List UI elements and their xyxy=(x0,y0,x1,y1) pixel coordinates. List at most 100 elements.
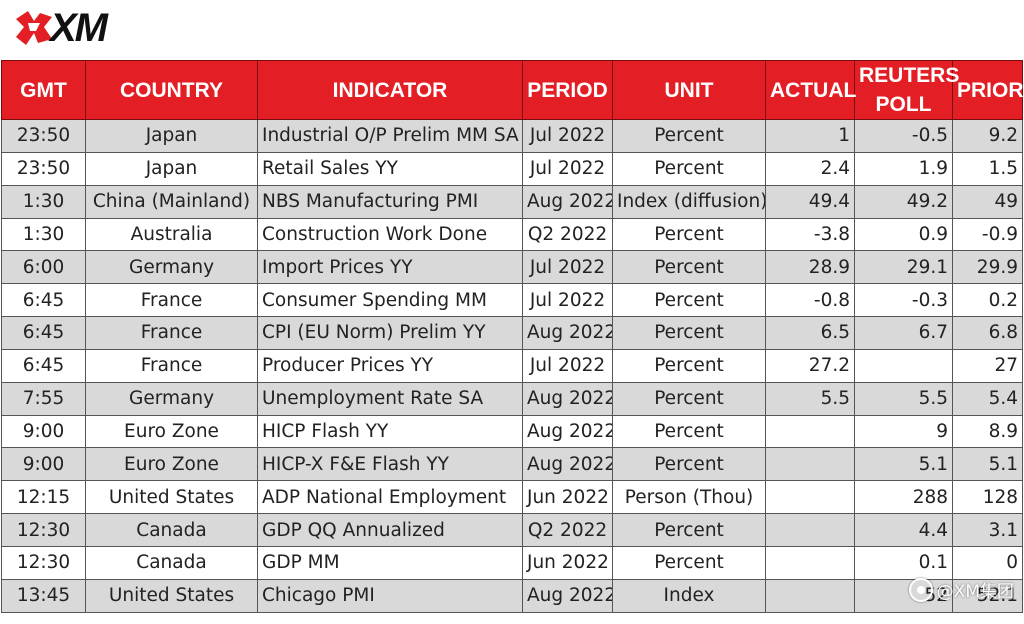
cell-actual: 1 xyxy=(765,119,855,153)
header-unit: UNIT xyxy=(612,60,766,120)
cell-gmt: 1:30 xyxy=(1,217,86,252)
cell-gmt: 12:30 xyxy=(1,513,86,547)
header-period: PERIOD xyxy=(522,60,613,120)
cell-reuters-poll: 288 xyxy=(854,480,953,515)
cell-indicator: ADP National Employment xyxy=(257,480,523,515)
cell-reuters-poll: -0.3 xyxy=(854,283,953,318)
cell-reuters-poll: 29.1 xyxy=(854,250,953,285)
cell-country: Japan xyxy=(85,151,258,186)
cell-prior: 0 xyxy=(952,545,1023,580)
header-indicator: INDICATOR xyxy=(257,60,523,120)
cell-indicator: Import Prices YY xyxy=(257,250,523,285)
cell-indicator: GDP QQ Annualized xyxy=(257,513,523,547)
header-reuters-poll: REUTERS POLL xyxy=(854,60,959,120)
cell-prior: 27 xyxy=(952,348,1023,383)
watermark-text: @XM集团 xyxy=(936,582,1014,602)
table-row: 12:30 Canada GDP QQ Annualized Q2 2022 P… xyxy=(1,513,1023,547)
cell-reuters-poll: 0.1 xyxy=(854,545,953,580)
cell-period: Aug 2022 xyxy=(522,578,613,613)
cell-indicator: Consumer Spending MM xyxy=(257,283,523,318)
cell-indicator: NBS Manufacturing PMI xyxy=(257,184,523,219)
cell-gmt: 23:50 xyxy=(1,119,86,153)
cell-country: Japan xyxy=(85,119,258,153)
cell-actual: 6.5 xyxy=(765,316,855,350)
cell-country: Australia xyxy=(85,217,258,252)
cell-period: Jun 2022 xyxy=(522,480,613,515)
cell-indicator: Retail Sales YY xyxy=(257,151,523,186)
header-gmt: GMT xyxy=(1,60,86,120)
cell-gmt: 6:45 xyxy=(1,348,86,383)
cell-period: Jul 2022 xyxy=(522,348,613,383)
table-row: 6:00 Germany Import Prices YY Jul 2022 P… xyxy=(1,250,1023,285)
cell-period: Jul 2022 xyxy=(522,151,613,186)
cell-indicator: Construction Work Done xyxy=(257,217,523,252)
cell-gmt: 7:55 xyxy=(1,381,86,416)
table-row: 1:30 China (Mainland) NBS Manufacturing … xyxy=(1,184,1023,219)
table-row: 7:55 Germany Unemployment Rate SA Aug 20… xyxy=(1,381,1023,416)
cell-country: United States xyxy=(85,578,258,613)
cell-unit: Percent xyxy=(612,217,766,252)
table-row: 1:30 Australia Construction Work Done Q2… xyxy=(1,217,1023,252)
table-row: 9:00 Euro Zone HICP-X F&E Flash YY Aug 2… xyxy=(1,447,1023,482)
cell-unit: Percent xyxy=(612,316,766,350)
cell-reuters-poll: 9 xyxy=(854,414,953,449)
table-row: 23:50 Japan Retail Sales YY Jul 2022 Per… xyxy=(1,151,1023,186)
xm-logo: XM xyxy=(14,8,108,48)
cell-period: Jul 2022 xyxy=(522,119,613,153)
cell-actual: -0.8 xyxy=(765,283,855,318)
header-actual: ACTUAL xyxy=(765,60,856,120)
cell-indicator: Producer Prices YY xyxy=(257,348,523,383)
cell-period: Aug 2022 xyxy=(522,316,613,350)
xm-logo-mark-icon xyxy=(16,11,52,45)
cell-prior: 49 xyxy=(952,184,1023,219)
cell-country: Euro Zone xyxy=(85,447,258,482)
cell-actual: 2.4 xyxy=(765,151,855,186)
watermark: @XM集团 xyxy=(908,577,1014,602)
cell-period: Aug 2022 xyxy=(522,414,613,449)
cell-period: Aug 2022 xyxy=(522,381,613,416)
cell-gmt: 9:00 xyxy=(1,414,86,449)
cell-prior: 128 xyxy=(952,480,1023,515)
table-header-row: GMT COUNTRY INDICATOR PERIOD UNIT ACTUAL… xyxy=(1,60,1024,120)
table-row: 12:30 Canada GDP MM Jun 2022 Percent 0.1… xyxy=(1,545,1023,580)
cell-unit: Index xyxy=(612,578,766,613)
cell-period: Jun 2022 xyxy=(522,545,613,580)
cell-prior: 6.8 xyxy=(952,316,1023,350)
cell-reuters-poll: -0.5 xyxy=(854,119,953,153)
cell-country: China (Mainland) xyxy=(85,184,258,219)
cell-period: Q2 2022 xyxy=(522,217,613,252)
cell-actual: 49.4 xyxy=(765,184,855,219)
cell-actual: 28.9 xyxy=(765,250,855,285)
cell-reuters-poll: 1.9 xyxy=(854,151,953,186)
cell-unit: Index (diffusion) xyxy=(612,184,766,219)
cell-prior: 5.4 xyxy=(952,381,1023,416)
cell-indicator: HICP-X F&E Flash YY xyxy=(257,447,523,482)
table-row: 6:45 France Consumer Spending MM Jul 202… xyxy=(1,283,1023,318)
cell-indicator: Chicago PMI xyxy=(257,578,523,613)
cell-gmt: 12:15 xyxy=(1,480,86,515)
cell-country: Canada xyxy=(85,545,258,580)
cell-period: Jul 2022 xyxy=(522,283,613,318)
cell-indicator: GDP MM xyxy=(257,545,523,580)
table-row: 13:45 United States Chicago PMI Aug 2022… xyxy=(1,578,1023,613)
cell-gmt: 9:00 xyxy=(1,447,86,482)
cell-prior: 8.9 xyxy=(952,414,1023,449)
table-row: 6:45 France CPI (EU Norm) Prelim YY Aug … xyxy=(1,316,1023,350)
cell-actual: 5.5 xyxy=(765,381,855,416)
header-prior: PRIOR xyxy=(952,60,1024,120)
cell-actual xyxy=(765,480,855,515)
cell-reuters-poll: 5.1 xyxy=(854,447,953,482)
cell-unit: Person (Thou) xyxy=(612,480,766,515)
cell-indicator: Industrial O/P Prelim MM SA xyxy=(257,119,523,153)
cell-unit: Percent xyxy=(612,545,766,580)
cell-country: Canada xyxy=(85,513,258,547)
cell-country: France xyxy=(85,316,258,350)
cell-unit: Percent xyxy=(612,250,766,285)
cell-country: United States xyxy=(85,480,258,515)
cell-country: Euro Zone xyxy=(85,414,258,449)
cell-indicator: CPI (EU Norm) Prelim YY xyxy=(257,316,523,350)
cell-actual xyxy=(765,414,855,449)
cell-actual xyxy=(765,447,855,482)
cell-country: Germany xyxy=(85,250,258,285)
table-row: 23:50 Japan Industrial O/P Prelim MM SA … xyxy=(1,119,1023,153)
